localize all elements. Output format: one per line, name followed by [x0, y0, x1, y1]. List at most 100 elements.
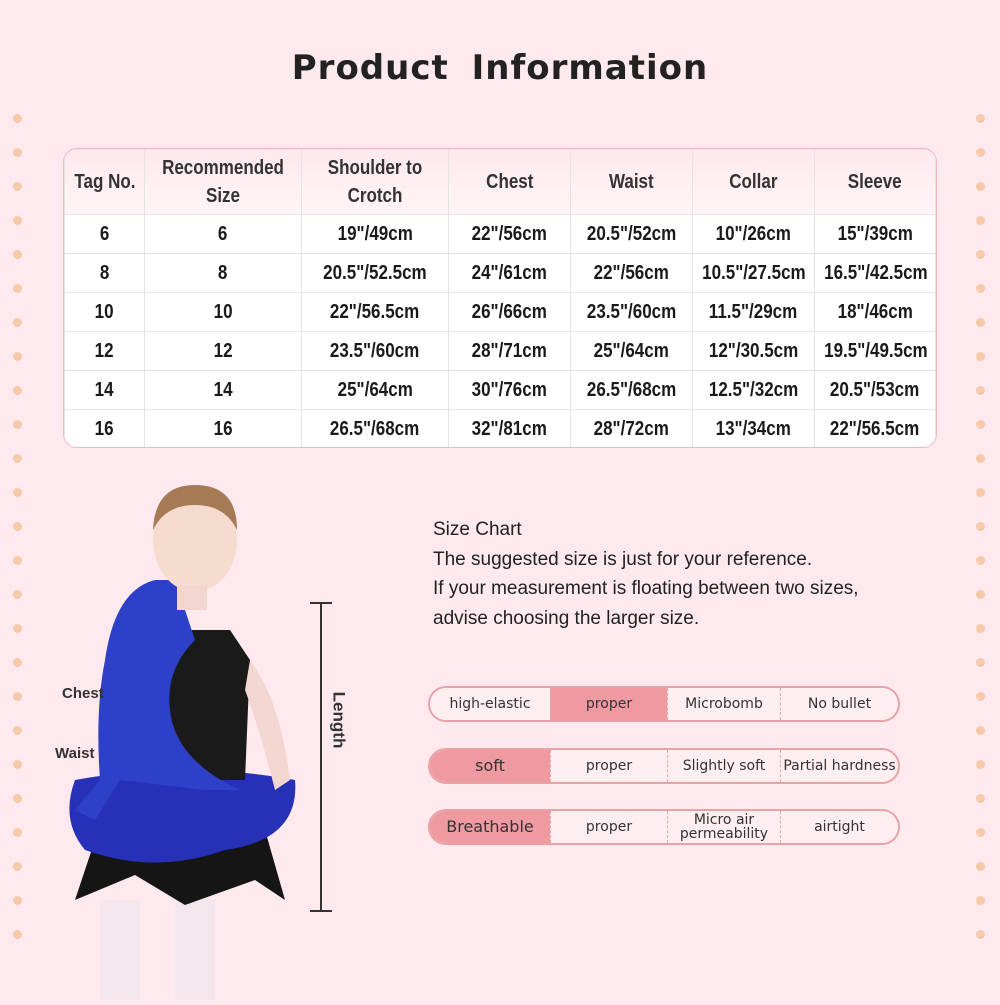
table-row: 12 12 23.5"/60cm 28"/71cm 25"/64cm 12"/30.5cm… [64, 331, 936, 371]
cell-value: 6 [218, 222, 228, 245]
cell-value: 10.5"/27.5cm [702, 261, 806, 284]
cell-value: 10 [213, 300, 233, 323]
leg-right [175, 900, 215, 1000]
dot [976, 794, 985, 803]
dot [13, 284, 22, 293]
dot [976, 148, 985, 157]
leg-left [100, 900, 140, 1000]
cell-value: 12 [95, 339, 114, 362]
dot [13, 828, 22, 837]
blue-tutu [69, 770, 296, 863]
dot [976, 386, 985, 395]
table-cell: 6 [64, 214, 145, 254]
header-label: Waist [609, 171, 654, 193]
table-cell: 19"/49cm [301, 214, 449, 254]
dot [976, 896, 985, 905]
length-arrow [310, 602, 332, 912]
cell-value: 26"/66cm [471, 300, 548, 323]
dot [976, 624, 985, 633]
scale-option: airtight [780, 811, 898, 843]
dot [976, 930, 985, 939]
header-label: Sleeve [848, 171, 902, 193]
dot [13, 624, 22, 633]
scale-option: proper [550, 811, 667, 843]
dot [13, 896, 22, 905]
scale-option: Micro air permeability [667, 811, 780, 843]
dot [13, 488, 22, 497]
cell-value: 22"/56cm [593, 261, 670, 284]
table-cell: 15"/39cm [814, 214, 936, 254]
table-cell: 20.5"/52.5cm [301, 253, 449, 293]
cell-value: 13"/34cm [715, 417, 792, 440]
cell-value: 25"/64cm [593, 339, 670, 362]
dot [13, 352, 22, 361]
table-cell: 10.5"/27.5cm [692, 253, 815, 293]
cell-value: 20.5"/52.5cm [323, 261, 427, 284]
dot [13, 250, 22, 259]
cell-value: 23.5"/60cm [586, 300, 677, 323]
column-header: Collar [692, 149, 815, 215]
cell-value: 20.5"/52cm [586, 222, 677, 245]
dot [13, 760, 22, 769]
table-cell: 23.5"/60cm [301, 331, 449, 371]
dot [13, 114, 22, 123]
table-row: 8 8 20.5"/52.5cm 24"/61cm 22"/56cm 10.5"/27.5… [64, 253, 936, 293]
cell-value: 16 [95, 417, 114, 440]
table-cell: 25"/64cm [301, 370, 449, 410]
cell-value: 19"/49cm [337, 222, 413, 245]
scale-option: Slightly soft [667, 750, 780, 782]
cell-value: 24"/61cm [471, 261, 548, 284]
table-cell: 16 [64, 409, 145, 447]
table-cell: 20.5"/53cm [814, 370, 936, 410]
table-cell: 16.5"/42.5cm [814, 253, 936, 293]
info-line: The suggested size is just for your refe… [433, 548, 813, 570]
dot [13, 522, 22, 531]
cell-value: 12.5"/32cm [708, 378, 799, 401]
hair [153, 485, 237, 530]
dot [13, 930, 22, 939]
dot [976, 284, 985, 293]
scale-option: soft [430, 750, 550, 782]
table-cell: 6 [144, 214, 302, 254]
dot [976, 556, 985, 565]
waist-label: Waist [55, 745, 95, 762]
cell-value: 12 [213, 339, 233, 362]
table-cell: 10 [144, 292, 302, 332]
dot [976, 726, 985, 735]
dot [976, 250, 985, 259]
cell-value: 16.5"/42.5cm [824, 261, 928, 284]
table-cell: 26.5"/68cm [570, 370, 693, 410]
sequin-sleeve [75, 580, 240, 820]
header-label: Shoulder to Crotch [327, 157, 423, 207]
chest-label: Chest [62, 685, 104, 702]
table-cell: 12 [64, 331, 145, 371]
cell-value: 18"/46cm [837, 300, 913, 323]
dot [976, 862, 985, 871]
table-cell: 26.5"/68cm [301, 409, 449, 447]
dot [976, 454, 985, 463]
cell-value: 22"/56.5cm [830, 417, 920, 440]
table-cell: 24"/61cm [448, 253, 571, 293]
cell-value: 14 [95, 378, 114, 401]
dot [13, 318, 22, 327]
column-header: Waist [570, 149, 693, 215]
table-cell: 10 [64, 292, 145, 332]
dot [976, 420, 985, 429]
cell-value: 22"/56cm [471, 222, 548, 245]
header-label: Collar [729, 171, 778, 193]
dot [976, 658, 985, 667]
table-cell: 11.5"/29cm [692, 292, 815, 332]
size-table: Tag No. Recommended Size Shoulder to Crotc… [63, 148, 937, 448]
table-row: 16 16 26.5"/68cm 32"/81cm 28"/72cm 13"/34cm 22… [64, 409, 936, 447]
header-label: Tag No. [73, 171, 136, 193]
table-cell: 14 [144, 370, 302, 410]
info-line: advise choosing the larger size. [433, 607, 700, 629]
table-cell: 18"/46cm [814, 292, 936, 332]
table-cell: 16 [144, 409, 302, 447]
cell-value: 28"/71cm [471, 339, 548, 362]
arm-right [245, 660, 290, 790]
cell-value: 10"/26cm [715, 222, 792, 245]
property-scale: high-elastic proper Microbomb No bullet [428, 686, 900, 722]
cell-value: 26.5"/68cm [586, 378, 677, 401]
table-cell: 32"/81cm [448, 409, 571, 447]
